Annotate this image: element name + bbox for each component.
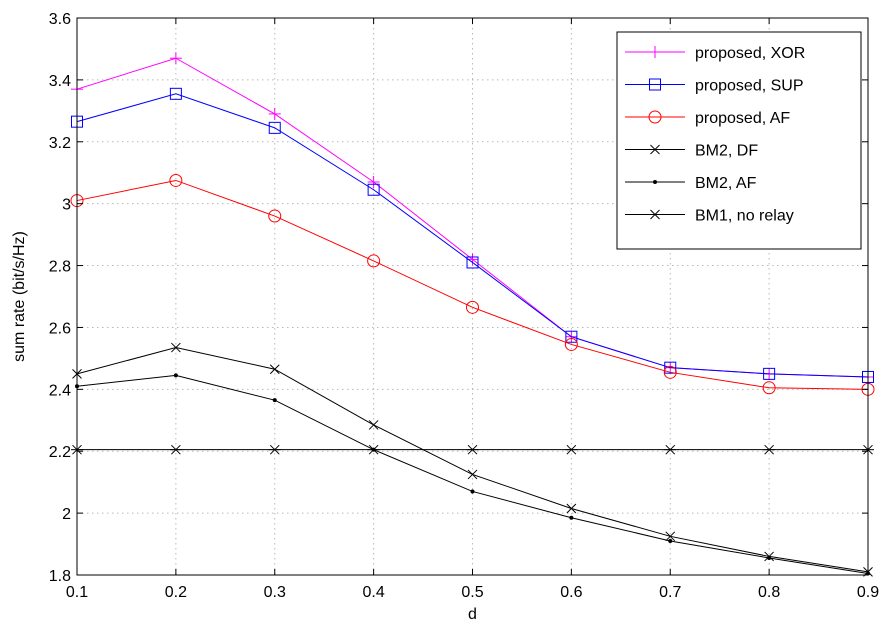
- x-tick-label: 0.5: [461, 584, 483, 601]
- y-axis-label: sum rate (bit/s/Hz): [11, 231, 28, 362]
- asterisk-marker: [169, 444, 182, 455]
- plus-marker: [367, 176, 380, 189]
- legend-entry: proposed, SUP: [625, 78, 804, 95]
- series-6: [71, 444, 874, 455]
- x-tick-label: 0.6: [560, 584, 582, 601]
- dot-marker: [767, 555, 772, 560]
- x-marker: [566, 503, 577, 514]
- legend-entry: BM2, AF: [625, 175, 757, 192]
- series-layer: [70, 52, 875, 577]
- square-marker: [268, 121, 281, 134]
- series-line: [76, 179, 869, 390]
- y-tick-label: 2.6: [49, 320, 71, 337]
- circle-marker: [564, 337, 578, 351]
- circle-marker: [367, 254, 381, 268]
- square-marker: [466, 256, 479, 269]
- x-tick-label: 0.1: [66, 584, 88, 601]
- y-tick-label: 2.8: [49, 259, 71, 276]
- y-tick-label: 2: [62, 506, 71, 523]
- y-tick-label: 2.4: [49, 382, 71, 399]
- series-line: [76, 93, 869, 378]
- legend-box: [616, 31, 862, 250]
- dot-marker: [668, 538, 673, 543]
- asterisk-marker: [268, 444, 281, 455]
- legend-entry: BM2, DF: [625, 143, 758, 160]
- circle-marker: [268, 209, 282, 223]
- y-tick-label: 1.8: [49, 568, 71, 585]
- tick-labels: 0.1 0.2 0.3 0.4 0.5 0.6 0.7 0.8 0.9 1.8 2 2.2 2.4 2.6…: [49, 11, 879, 601]
- x-marker: [368, 420, 379, 430]
- legend-label: BM2, DF: [695, 143, 758, 160]
- legend-label: BM2, AF: [695, 175, 757, 192]
- asterisk-marker: [763, 444, 776, 455]
- y-tick-label: 3.2: [49, 135, 71, 152]
- x-marker: [650, 144, 660, 155]
- asterisk-marker: [664, 444, 677, 455]
- x-tick-label: 0.3: [264, 584, 286, 601]
- legend-label: proposed, AF: [695, 110, 790, 127]
- x-tick-label: 0.2: [165, 584, 187, 601]
- plus-marker: [649, 46, 661, 58]
- x-tick-label: 0.4: [363, 584, 385, 601]
- x-marker: [269, 364, 280, 375]
- plus-marker: [268, 107, 281, 120]
- circle-marker: [466, 300, 479, 314]
- x-tick-label: 0.9: [857, 584, 879, 601]
- circle-marker: [648, 110, 662, 124]
- square-marker: [565, 330, 578, 343]
- x-tick-label: 0.8: [758, 584, 780, 601]
- y-tick-label: 3: [62, 197, 71, 214]
- legend-label: BM1, no relay: [695, 208, 794, 225]
- y-tick-label: 2.2: [49, 444, 71, 461]
- legend-entry: BM1, no relay: [625, 208, 794, 225]
- series-2: [71, 87, 874, 383]
- asterisk-marker: [367, 444, 380, 455]
- circle-marker: [169, 173, 183, 187]
- axis-ticks: [76, 17, 869, 576]
- plus-marker: [169, 52, 182, 65]
- x-axis-label: d: [468, 606, 477, 623]
- square-marker: [649, 78, 661, 91]
- square-marker: [763, 367, 776, 380]
- grid-lines: [77, 18, 868, 575]
- asterisk-marker: [565, 444, 578, 455]
- asterisk-marker: [649, 209, 661, 220]
- square-marker: [169, 87, 182, 100]
- x-marker: [665, 531, 676, 542]
- dot-marker: [569, 515, 574, 520]
- legend-label: proposed, SUP: [695, 78, 804, 95]
- dot-marker: [653, 180, 657, 184]
- square-marker: [664, 361, 677, 374]
- square-marker: [367, 183, 380, 196]
- legend-entry: proposed, AF: [625, 110, 790, 127]
- x-marker: [171, 342, 181, 353]
- dot-marker: [272, 398, 277, 403]
- dot-marker: [173, 373, 178, 378]
- circle-marker: [663, 365, 677, 379]
- x-tick-label: 0.7: [659, 584, 681, 601]
- legend-label: proposed, XOR: [695, 45, 805, 62]
- circle-marker: [762, 381, 776, 395]
- dot-marker: [470, 489, 475, 494]
- series-points: [71, 444, 874, 455]
- y-tick-label: 3.6: [49, 11, 71, 28]
- asterisk-marker: [466, 444, 479, 455]
- x-marker: [467, 469, 478, 480]
- y-tick-label: 3.4: [49, 73, 71, 90]
- legend: proposed, XOR proposed, SUP proposed, AF BM…: [616, 31, 862, 250]
- legend-entry: proposed, XOR: [625, 45, 805, 62]
